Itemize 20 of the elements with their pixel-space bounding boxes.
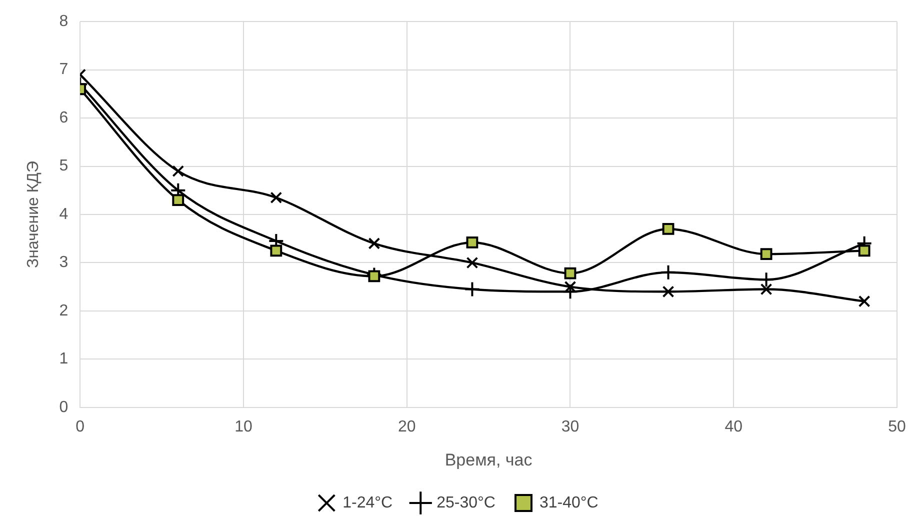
y-tick-label: 0 bbox=[59, 398, 68, 416]
legend-label: 25-30°C bbox=[436, 494, 496, 512]
x-tick-label: 20 bbox=[398, 418, 416, 436]
y-tick-label: 5 bbox=[59, 158, 68, 175]
legend-label: 31-40°C bbox=[539, 494, 598, 512]
y-tick-label: 2 bbox=[59, 302, 68, 320]
y-tick-label: 4 bbox=[59, 206, 68, 223]
x-tick-label: 0 bbox=[76, 418, 85, 436]
y-tick-label: 8 bbox=[59, 13, 68, 30]
x-tick-label: 50 bbox=[888, 418, 906, 436]
x-tick-label: 30 bbox=[561, 418, 580, 436]
x-tick-label: 10 bbox=[234, 418, 252, 436]
legend-label: 1-24°C bbox=[342, 494, 393, 512]
y-tick-label: 1 bbox=[59, 350, 68, 368]
y-tick-label: 6 bbox=[59, 109, 68, 126]
x-tick-label: 40 bbox=[724, 418, 743, 436]
y-tick-label: 7 bbox=[59, 61, 68, 78]
y-axis-title: Значение КДЭ bbox=[25, 160, 42, 268]
y-tick-label: 3 bbox=[59, 254, 68, 272]
x-axis-title: Время, час bbox=[444, 450, 533, 470]
